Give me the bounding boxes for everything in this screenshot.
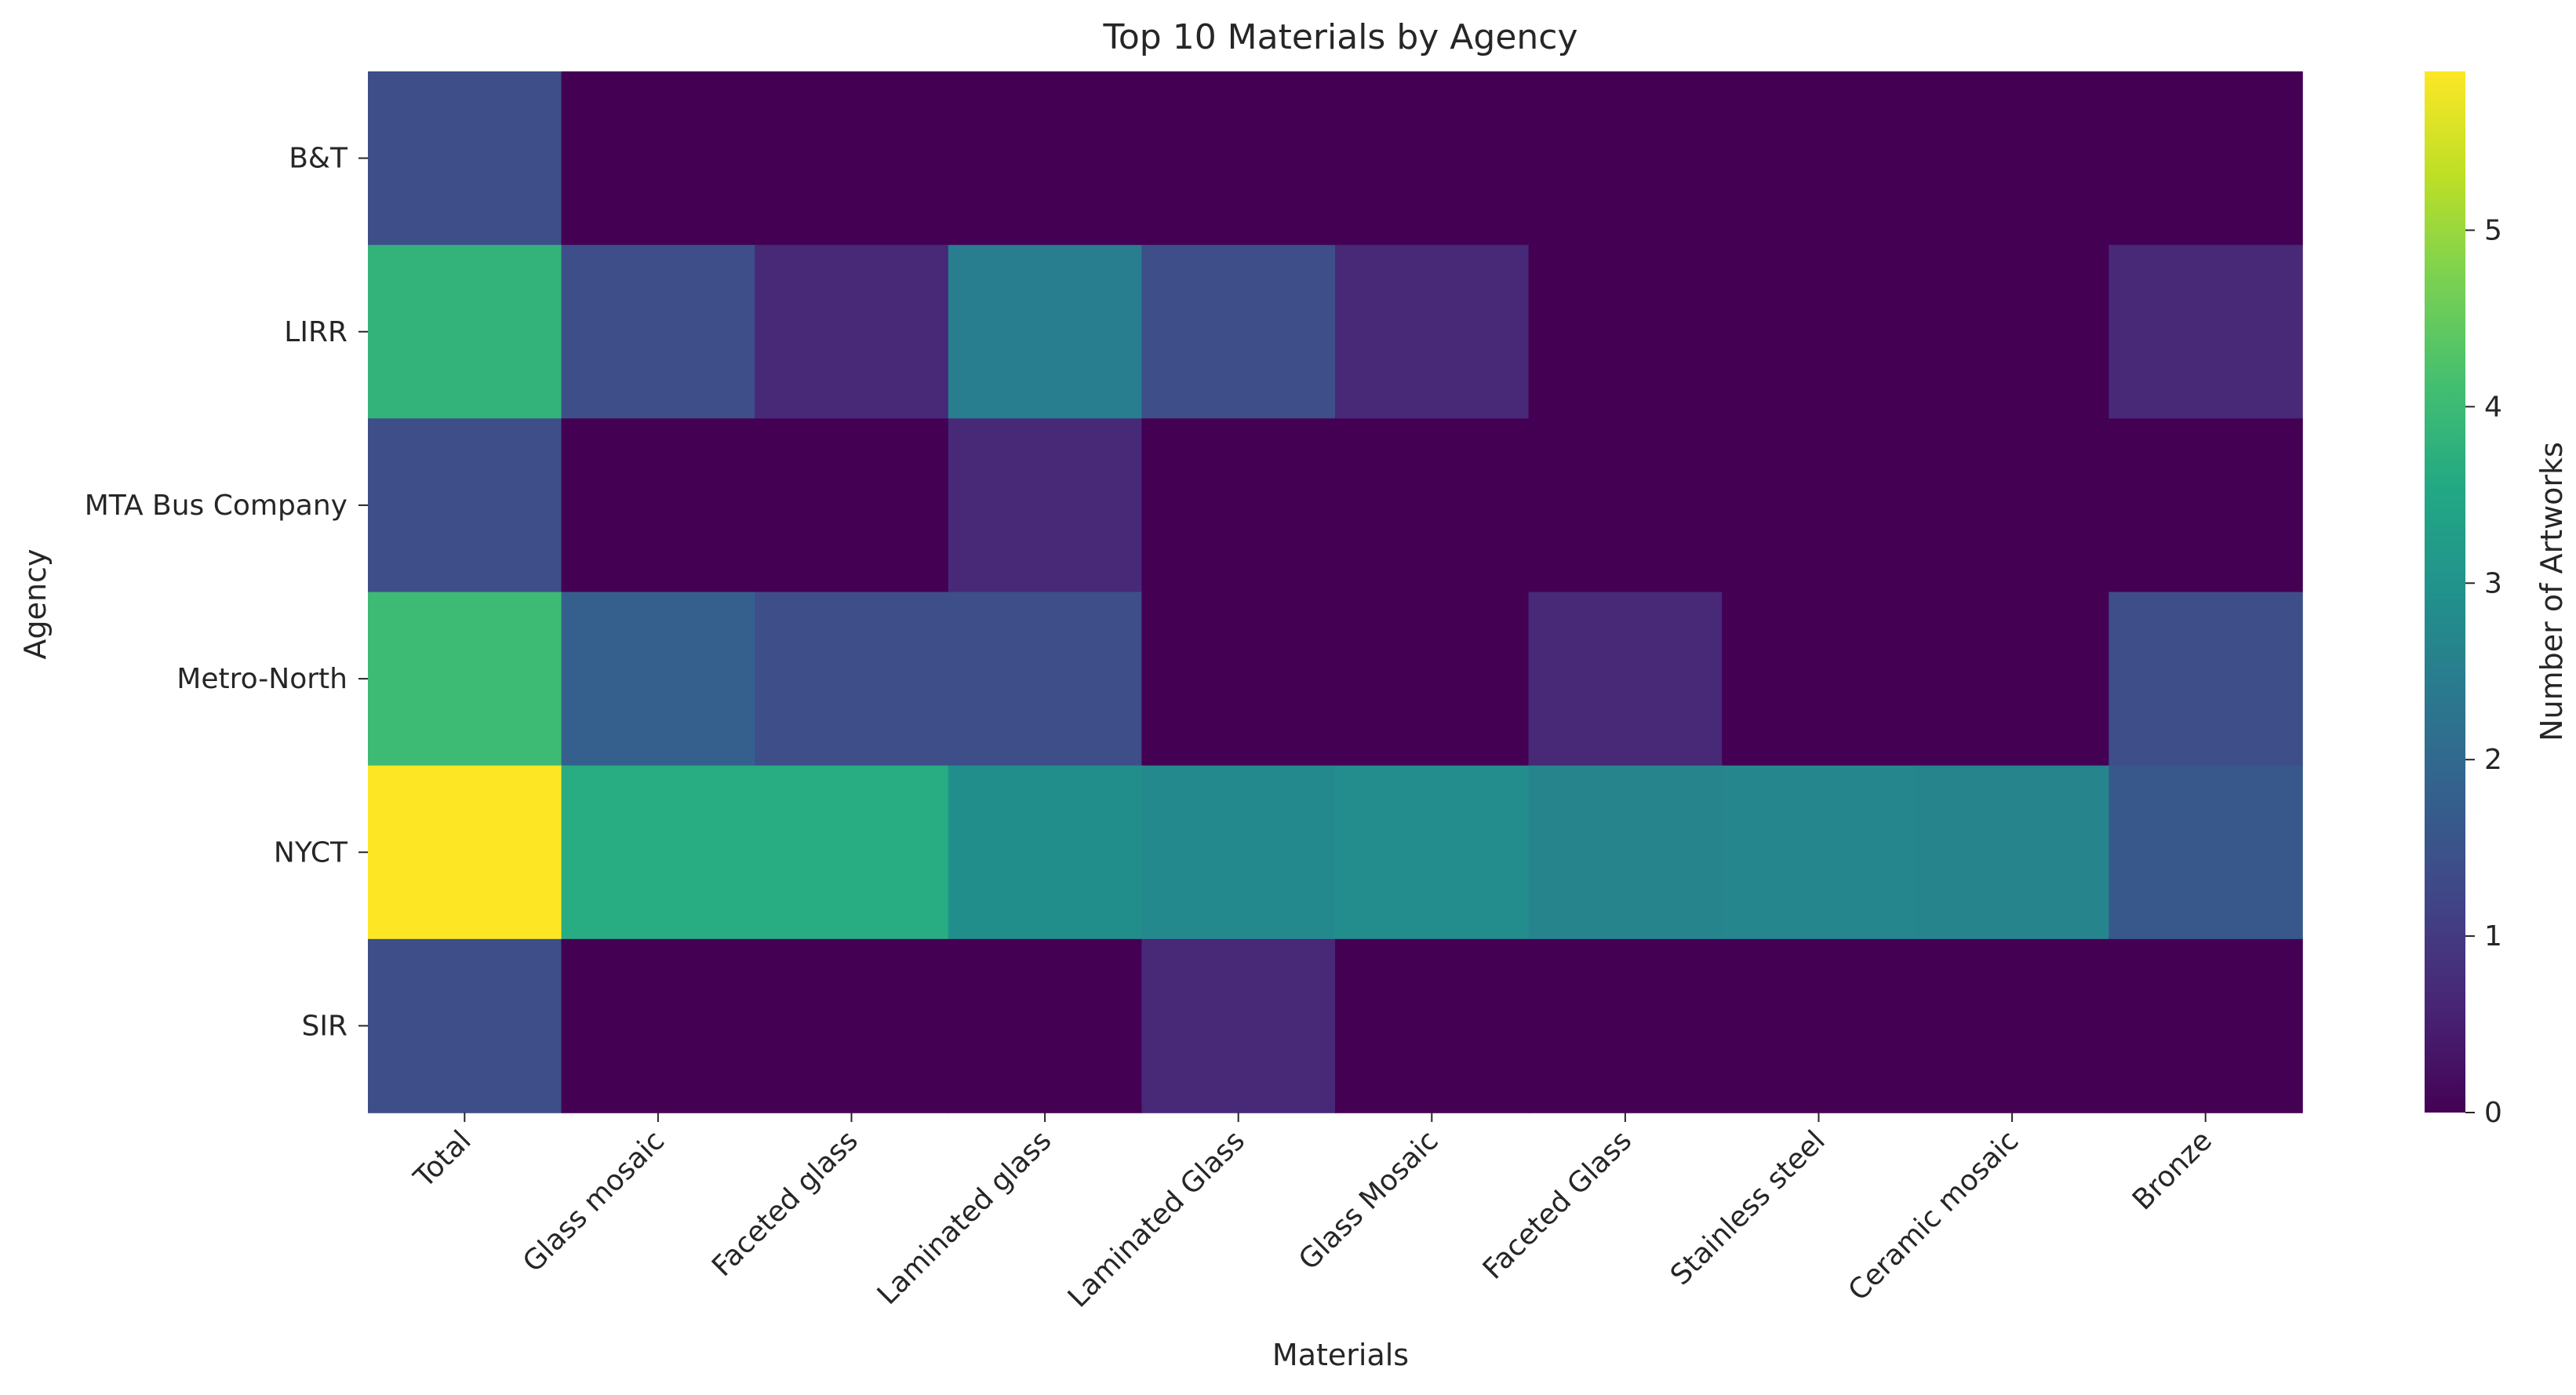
y-tick-label: NYCT — [274, 836, 348, 869]
colorbar-tick-label: 1 — [2484, 920, 2502, 952]
chart-title: Top 10 Materials by Agency — [1102, 17, 1577, 57]
heatmap-cell — [368, 592, 562, 767]
heatmap-cell — [1528, 245, 1723, 420]
heatmap-cell — [1722, 418, 1916, 593]
heatmap-cell — [1528, 592, 1723, 767]
heatmap-cell — [948, 938, 1143, 1113]
heatmap-cell — [1528, 938, 1723, 1113]
y-tick-label: B&T — [289, 143, 348, 175]
heatmap-cell — [1335, 765, 1530, 940]
colorbar-ticks: 0 1 2 3 4 5 — [2465, 214, 2502, 1129]
heatmap-cell — [2108, 592, 2303, 767]
x-tick-label: Total — [408, 1124, 478, 1194]
heatmap-cell — [368, 765, 562, 940]
heatmap-cell — [755, 418, 949, 593]
x-axis-label: Materials — [1272, 1338, 1409, 1372]
heatmap-cell — [561, 245, 755, 420]
heatmap-cell — [1722, 765, 1916, 940]
heatmap-cell — [368, 245, 562, 420]
heatmap-cell — [948, 418, 1143, 593]
y-tick-label: Metro-North — [176, 663, 347, 695]
heatmap-cell — [368, 418, 562, 593]
heatmap-cell — [2108, 245, 2303, 420]
heatmap-cell — [1722, 245, 1916, 420]
x-tick-labels: Total Glass mosaic Faceted glass Laminated … — [408, 1113, 2218, 1314]
heatmap-cell — [1335, 245, 1530, 420]
heatmap-cell — [1141, 592, 1336, 767]
heatmap-cell — [2108, 71, 2303, 246]
y-tick-label: MTA Bus Company — [85, 490, 347, 522]
heatmap-cell — [1915, 592, 2110, 767]
heatmap-cell — [561, 71, 755, 246]
heatmap-cell — [1915, 418, 2110, 593]
heatmap-cell — [561, 592, 755, 767]
heatmap-cell — [1141, 765, 1336, 940]
heatmap-cell — [948, 765, 1143, 940]
colorbar-tick-label: 3 — [2484, 567, 2502, 599]
heatmap-cell — [948, 71, 1143, 246]
heatmap-cell — [1915, 938, 2110, 1113]
colorbar-tick-label: 0 — [2484, 1097, 2502, 1129]
heatmap-cell — [1141, 71, 1336, 246]
x-tick-label: Glass mosaic — [517, 1124, 671, 1278]
heatmap-cell — [1722, 938, 1916, 1113]
x-tick-label: Glass Mosaic — [1293, 1124, 1444, 1276]
heatmap-cell — [368, 938, 562, 1113]
x-tick-label: Faceted glass — [706, 1124, 864, 1283]
x-tick-label: Laminated Glass — [1062, 1124, 1251, 1313]
y-tick-labels: B&T LIRR MTA Bus Company Metro-North NYCT SIR — [85, 143, 368, 1042]
x-tick-label: Faceted Glass — [1477, 1124, 1638, 1285]
heatmap-cell — [755, 765, 949, 940]
x-tick-label: Bronze — [2127, 1124, 2218, 1216]
heatmap-cell — [1335, 71, 1530, 246]
heatmap-cell — [755, 592, 949, 767]
y-axis-label: Agency — [18, 549, 53, 660]
colorbar-label: Number of Artworks — [2534, 442, 2569, 741]
heatmap-cell — [1915, 765, 2110, 940]
y-tick-label: SIR — [302, 1010, 347, 1042]
heatmap-cell — [1335, 938, 1530, 1113]
heatmap-cell — [561, 765, 755, 940]
heatmap-cell — [561, 938, 755, 1113]
heatmap-cell — [1722, 592, 1916, 767]
heatmap-cell — [948, 245, 1143, 420]
heatmap-cell — [755, 938, 949, 1113]
x-tick-label: Stainless steel — [1665, 1124, 1832, 1291]
colorbar-tick-label: 2 — [2484, 744, 2502, 776]
heatmap-cell — [1722, 71, 1916, 246]
colorbar-tick-label: 4 — [2484, 391, 2502, 423]
y-tick-label: LIRR — [284, 316, 347, 348]
heatmap-cell — [2108, 418, 2303, 593]
heatmap-cell — [2108, 938, 2303, 1113]
heatmap-cell — [1335, 592, 1530, 767]
heatmap-cell — [948, 592, 1143, 767]
heatmap-cell — [1528, 765, 1723, 940]
x-tick-label: Ceramic mosaic — [1843, 1124, 2025, 1307]
heatmap-cell — [755, 71, 949, 246]
x-tick-label: Laminated glass — [871, 1124, 1058, 1311]
heatmap-cells — [368, 71, 2303, 1113]
colorbar — [2425, 71, 2465, 1113]
heatmap-cell — [1141, 938, 1336, 1113]
heatmap-cell — [561, 418, 755, 593]
heatmap-cell — [755, 245, 949, 420]
heatmap-cell — [1915, 245, 2110, 420]
colorbar-tick-label: 5 — [2484, 214, 2502, 246]
heatmap-cell — [368, 71, 562, 246]
heatmap-cell — [1528, 71, 1723, 246]
heatmap-cell — [1141, 418, 1336, 593]
heatmap-cell — [1528, 418, 1723, 593]
heatmap-cell — [1141, 245, 1336, 420]
heatmap-cell — [1915, 71, 2110, 246]
heatmap-cell — [2108, 765, 2303, 940]
heatmap-cell — [1335, 418, 1530, 593]
